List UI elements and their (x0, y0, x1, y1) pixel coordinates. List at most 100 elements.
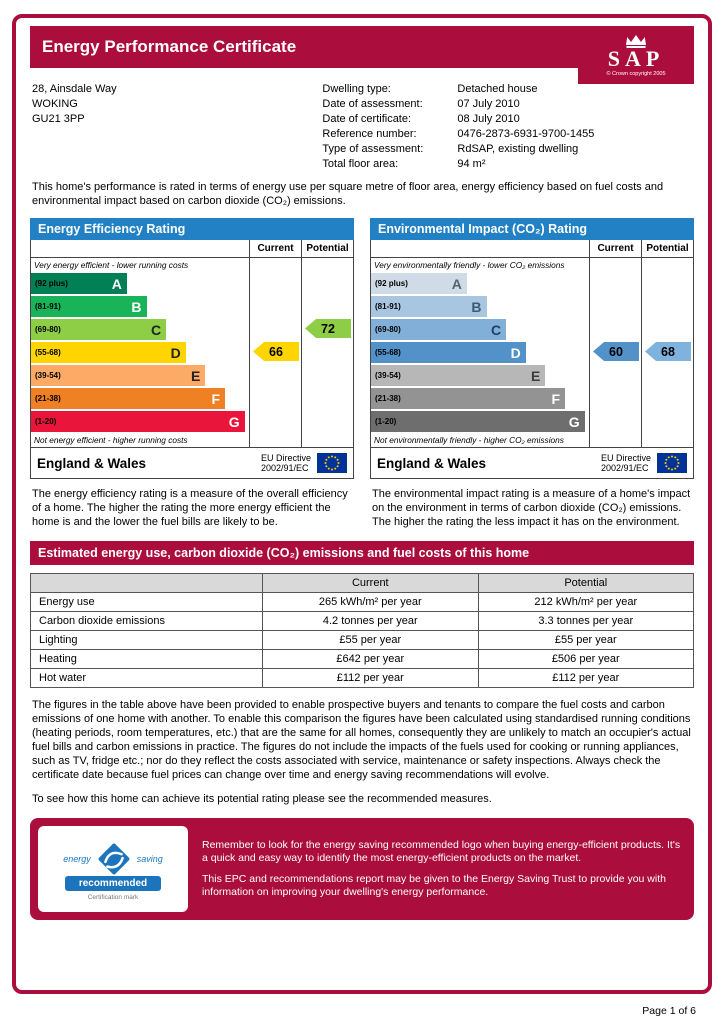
row-potential: £55 per year (477, 630, 695, 650)
dwelling-details: Dwelling type: Detached house Date of as… (322, 82, 692, 172)
band-letter: C (151, 321, 162, 338)
band-d: (55-68) D (371, 342, 526, 363)
band-range: (92 plus) (375, 279, 408, 288)
table-row-carbon-dioxide: Carbon dioxide emissions 4.2 tonnes per … (29, 611, 695, 631)
row-current: 265 kWh/m² per year (262, 592, 479, 612)
logo-word-energy: energy (63, 853, 91, 864)
detail-row-date-of-assessment: Date of assessment: 07 July 2010 (322, 97, 692, 112)
sap-logo: SAP © Crown copyright 2005 (578, 26, 694, 84)
empty-header-cell (29, 573, 264, 593)
detail-label: Total floor area: (322, 158, 399, 170)
detail-row-reference-number: Reference number: 0476-2873-6931-9700-14… (322, 127, 692, 142)
current-column-header: Current (249, 240, 301, 258)
energy-chart-description: The energy efficiency rating is a measur… (32, 488, 348, 528)
chart-corner-cell (371, 240, 589, 258)
cost-section-title: Estimated energy use, carbon dioxide (CO… (30, 541, 694, 565)
chart-footer: England & Wales EU Directive 2002/91/EC (31, 447, 353, 478)
potential-rating-pointer: 72 (305, 319, 351, 338)
band-a: (92 plus) A (371, 273, 467, 294)
cost-table-header-row: Current Potential (29, 573, 695, 593)
band-row-c: (69-80) C (31, 318, 249, 341)
eu-directive-line2: 2002/91/EC (260, 463, 309, 473)
band-range: (39-54) (375, 371, 401, 380)
top-note: Very energy efficient - lower running co… (34, 260, 189, 270)
current-rating-pointer: 60 (593, 342, 639, 361)
band-a: (92 plus) A (31, 273, 127, 294)
band-letter: G (568, 413, 580, 430)
row-potential: 3.3 tonnes per year (477, 611, 695, 631)
environment-bands: Very environmentally friendly - lower CO… (371, 258, 589, 447)
energy-saving-banner: energy saving recommended Certification … (30, 818, 694, 920)
certificate-frame: Energy Performance Certificate SAP © Cro… (12, 14, 712, 994)
eu-directive-line1: EU Directive (600, 453, 651, 463)
band-row-g: (1-20) G (371, 410, 589, 433)
band-e: (39-54) E (31, 365, 206, 386)
table-row-heating: Heating £642 per year £506 per year (29, 649, 695, 669)
band-d: (55-68) D (31, 342, 186, 363)
rating-charts: Energy Efficiency Rating Current Potenti… (30, 218, 694, 529)
band-c: (69-80) C (371, 319, 507, 340)
current-column-header: Current (589, 240, 641, 258)
band-row-c: (69-80) C (371, 318, 589, 341)
row-potential: £506 per year (477, 649, 695, 669)
band-g: (1-20) G (371, 411, 585, 432)
detail-row-dwelling-type: Dwelling type: Detached house (322, 82, 692, 97)
detail-value: 08 July 2010 (457, 113, 520, 125)
band-range: (55-68) (35, 348, 61, 357)
band-b: (81-91) B (371, 296, 487, 317)
chart-footer: England & Wales EU Directive 2002/91/EC (371, 447, 693, 478)
band-f: (21-38) F (31, 388, 226, 409)
row-label: Hot water (29, 668, 264, 688)
current-rating-pointer: 66 (253, 342, 299, 361)
band-range: (21-38) (35, 394, 61, 403)
property-summary: 28, Ainsdale Way WOKING GU21 3PP Dwellin… (32, 82, 692, 172)
eu-directive-label: EU Directive 2002/91/EC (601, 453, 651, 473)
crown-icon (626, 34, 646, 48)
band-letter: F (211, 390, 221, 407)
table-row-lighting: Lighting £55 per year £55 per year (29, 630, 695, 650)
band-letter: E (531, 367, 541, 384)
certification-mark-label: Certification mark (87, 893, 139, 901)
band-row-f: (21-38) F (31, 387, 249, 410)
detail-label: Date of assessment: (322, 98, 423, 110)
chart-corner-cell (31, 240, 249, 258)
detail-value: 0476-2873-6931-9700-1455 (457, 128, 595, 140)
current-rating-value: 60 (609, 344, 623, 359)
row-current: 4.2 tonnes per year (262, 611, 479, 631)
band-row-d: (55-68) D (371, 341, 589, 364)
eu-directive-label: EU Directive 2002/91/EC (261, 453, 311, 473)
detail-label: Date of certificate: (322, 113, 412, 125)
detail-value: RdSAP, existing dwelling (457, 143, 579, 155)
energy-bands: Very energy efficient - lower running co… (31, 258, 249, 447)
environment-chart-description: The environmental impact rating is a mea… (372, 488, 691, 528)
band-letter: B (131, 298, 142, 315)
potential-rating-column: 72 (301, 258, 353, 447)
cost-table: Current Potential Energy use 265 kWh/m² … (29, 573, 695, 688)
logo-top: energy saving (63, 838, 163, 880)
top-note: Very environmentally friendly - lower CO… (374, 260, 565, 270)
band-row-b: (81-91) B (371, 295, 589, 318)
header: Energy Performance Certificate SAP © Cro… (30, 26, 694, 84)
row-current: £55 per year (262, 630, 479, 650)
figures-explanation: The figures in the table above have been… (32, 699, 691, 781)
property-address: 28, Ainsdale Way WOKING GU21 3PP (32, 82, 322, 172)
band-letter: G (228, 413, 240, 430)
detail-row-total-floor-area: Total floor area: 94 m² (322, 157, 692, 172)
band-b: (81-91) B (31, 296, 147, 317)
page-number: Page 1 of 6 (642, 1005, 696, 1017)
recommended-measures-note: To see how this home can achieve its pot… (32, 793, 492, 805)
eu-flag-icon (317, 453, 347, 473)
environmental-impact-column: Environmental Impact (CO₂) Rating Curren… (370, 218, 694, 529)
detail-label: Dwelling type: (322, 83, 391, 95)
band-range: (69-80) (375, 325, 401, 334)
row-label: Carbon dioxide emissions (29, 611, 264, 631)
band-range: (21-38) (375, 394, 401, 403)
band-letter: A (111, 275, 122, 292)
row-potential: 212 kWh/m² per year (477, 592, 695, 612)
region-label: England & Wales (37, 455, 147, 471)
energy-efficiency-column: Energy Efficiency Rating Current Potenti… (30, 218, 354, 529)
address-line-1: 28, Ainsdale Way (32, 83, 117, 95)
band-range: (69-80) (35, 325, 61, 334)
band-row-b: (81-91) B (31, 295, 249, 318)
